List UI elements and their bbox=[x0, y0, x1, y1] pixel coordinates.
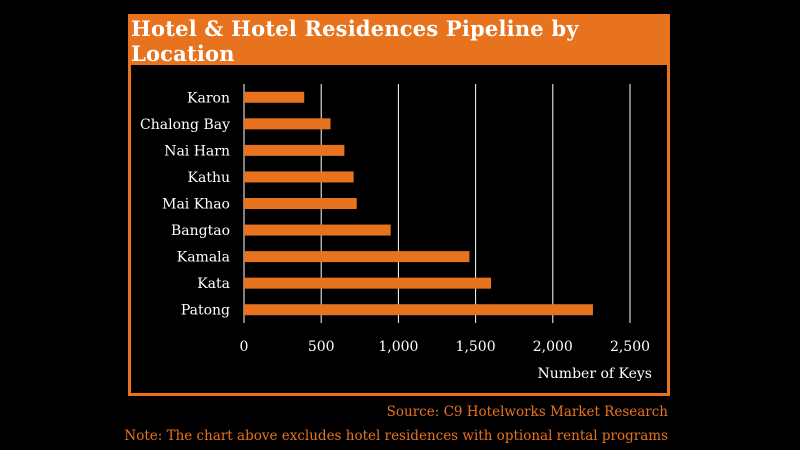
source-note: Source: C9 Hotelworks Market Research bbox=[386, 404, 668, 420]
category-label: Nai Harn bbox=[164, 143, 230, 159]
category-label: Patong bbox=[181, 303, 230, 319]
category-label: Chalong Bay bbox=[140, 117, 230, 133]
x-tick-label: 2,500 bbox=[610, 339, 650, 355]
x-axis-label: Number of Keys bbox=[538, 366, 652, 382]
bar-chalong-bay bbox=[244, 118, 331, 130]
category-label: Karon bbox=[187, 90, 230, 106]
bar-nai-harn bbox=[244, 144, 345, 156]
bar-bangtao bbox=[244, 224, 391, 236]
category-label: Mai Khao bbox=[162, 197, 230, 213]
bar-patong bbox=[244, 304, 593, 316]
bar-karon bbox=[244, 91, 305, 103]
bar-kata bbox=[244, 277, 492, 289]
chart-frame: Hotel & Hotel Residences Pipeline by Loc… bbox=[128, 14, 670, 396]
x-tick-label: 0 bbox=[240, 339, 249, 355]
x-tick-label: 1,000 bbox=[378, 339, 418, 355]
category-label: Kathu bbox=[188, 170, 230, 186]
exclusion-note: Note: The chart above excludes hotel res… bbox=[124, 428, 668, 444]
category-label: Kata bbox=[197, 276, 230, 292]
category-label: Kamala bbox=[177, 250, 230, 266]
bar-mai-khao bbox=[244, 198, 357, 209]
x-tick-label: 500 bbox=[308, 339, 335, 355]
bar-kamala bbox=[244, 251, 470, 263]
bar-kathu bbox=[244, 171, 354, 183]
x-tick-label: 1,500 bbox=[456, 339, 496, 355]
chart-title: Hotel & Hotel Residences Pipeline by Loc… bbox=[131, 16, 667, 66]
x-tick-label: 2,000 bbox=[533, 339, 573, 355]
category-label: Bangtao bbox=[171, 223, 230, 239]
